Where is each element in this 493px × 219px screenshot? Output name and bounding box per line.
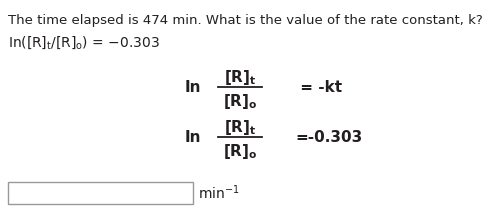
Text: In: In [185,129,202,145]
Text: =-0.303: =-0.303 [295,129,362,145]
Text: $\mathrm{min^{-1}}$: $\mathrm{min^{-1}}$ [198,184,240,202]
Text: $\mathbf{[R]_t}$: $\mathbf{[R]_t}$ [224,68,256,87]
Bar [8,182,193,204]
Text: $\mathrm{In([R]_t/[R]_o)}$ = $-$0.303: $\mathrm{In([R]_t/[R]_o)}$ = $-$0.303 [8,34,160,51]
Text: $\mathbf{[R]_o}$: $\mathbf{[R]_o}$ [223,142,257,161]
Text: $\mathbf{[R]_o}$: $\mathbf{[R]_o}$ [223,92,257,111]
Text: $\mathbf{[R]_t}$: $\mathbf{[R]_t}$ [224,118,256,137]
Text: = -kt: = -kt [295,79,342,95]
Text: The time elapsed is 474 min. What is the value of the rate constant, k?: The time elapsed is 474 min. What is the… [8,14,483,27]
Text: In: In [185,79,202,95]
